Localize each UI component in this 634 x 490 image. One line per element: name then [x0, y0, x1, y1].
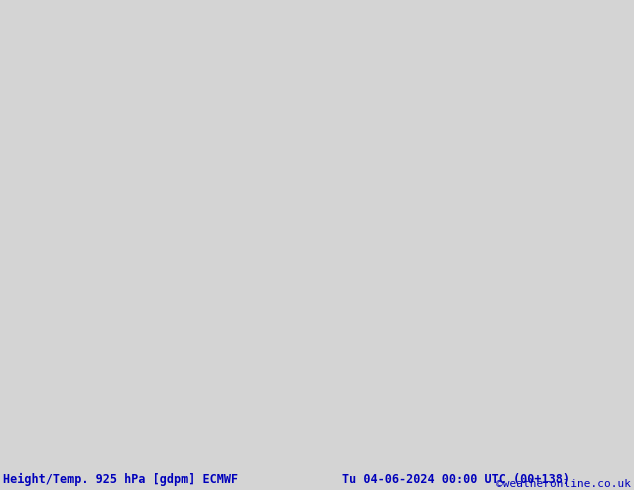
- Text: Tu 04-06-2024 00:00 UTC (00+138): Tu 04-06-2024 00:00 UTC (00+138): [342, 473, 571, 486]
- Text: Height/Temp. 925 hPa [gdpm] ECMWF: Height/Temp. 925 hPa [gdpm] ECMWF: [3, 473, 238, 486]
- Text: ©weatheronline.co.uk: ©weatheronline.co.uk: [496, 479, 631, 489]
